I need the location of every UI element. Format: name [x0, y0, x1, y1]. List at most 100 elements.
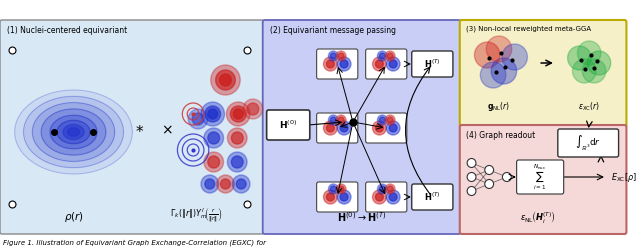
- Circle shape: [385, 184, 395, 194]
- Circle shape: [389, 124, 397, 132]
- Circle shape: [205, 106, 221, 122]
- Circle shape: [236, 179, 246, 189]
- FancyBboxPatch shape: [365, 113, 407, 143]
- FancyBboxPatch shape: [267, 110, 310, 140]
- Circle shape: [231, 132, 243, 144]
- FancyBboxPatch shape: [317, 113, 358, 143]
- Circle shape: [372, 121, 387, 135]
- Circle shape: [340, 124, 348, 132]
- Circle shape: [387, 117, 393, 123]
- Circle shape: [385, 115, 395, 125]
- Circle shape: [387, 186, 393, 192]
- Circle shape: [389, 193, 397, 201]
- FancyBboxPatch shape: [558, 129, 619, 157]
- Circle shape: [387, 190, 400, 204]
- Circle shape: [484, 180, 493, 188]
- Circle shape: [467, 172, 476, 182]
- FancyBboxPatch shape: [365, 182, 407, 212]
- Circle shape: [337, 190, 351, 204]
- Circle shape: [502, 172, 511, 182]
- FancyBboxPatch shape: [460, 20, 627, 127]
- Circle shape: [217, 175, 234, 193]
- Circle shape: [338, 53, 344, 59]
- Circle shape: [227, 152, 247, 172]
- Polygon shape: [57, 120, 90, 144]
- Circle shape: [378, 115, 387, 125]
- Circle shape: [328, 115, 338, 125]
- Polygon shape: [33, 102, 115, 162]
- Circle shape: [376, 124, 383, 132]
- Circle shape: [380, 186, 385, 192]
- Circle shape: [337, 57, 351, 71]
- Circle shape: [338, 186, 344, 192]
- Text: (4) Graph readout: (4) Graph readout: [466, 131, 535, 140]
- Text: $E_\mathrm{XC}[\rho]$: $E_\mathrm{XC}[\rho]$: [611, 170, 637, 183]
- Circle shape: [336, 184, 346, 194]
- Circle shape: [208, 132, 220, 144]
- Circle shape: [380, 53, 385, 59]
- Text: (3) Non-local reweighted meta-GGA: (3) Non-local reweighted meta-GGA: [466, 26, 591, 32]
- Text: $\mathbf{H}^{(T)}$: $\mathbf{H}^{(T)}$: [424, 58, 441, 70]
- Circle shape: [387, 57, 400, 71]
- Circle shape: [330, 186, 336, 192]
- Circle shape: [326, 193, 334, 201]
- Circle shape: [330, 53, 336, 59]
- Circle shape: [326, 60, 334, 68]
- Text: $\mathbf{g}_\mathrm{NL}(r)$: $\mathbf{g}_\mathrm{NL}(r)$: [488, 100, 511, 113]
- Circle shape: [486, 36, 512, 62]
- Circle shape: [336, 51, 346, 61]
- Circle shape: [188, 109, 208, 129]
- Polygon shape: [50, 115, 97, 149]
- Circle shape: [491, 58, 516, 84]
- FancyBboxPatch shape: [317, 182, 358, 212]
- Circle shape: [204, 152, 223, 172]
- Text: (1) Nuclei-centered equivariant: (1) Nuclei-centered equivariant: [7, 26, 127, 35]
- Text: $\rho(r)$: $\rho(r)$: [63, 210, 84, 224]
- Circle shape: [467, 186, 476, 196]
- Circle shape: [387, 121, 400, 135]
- Text: (2) Equivariant message passing: (2) Equivariant message passing: [269, 26, 396, 35]
- Circle shape: [376, 60, 383, 68]
- Circle shape: [208, 156, 220, 168]
- Circle shape: [227, 128, 247, 148]
- Text: Figure 1. Illustration of Equivariant Graph Exchange-Correlation (EGXC) for: Figure 1. Illustration of Equivariant Gr…: [3, 240, 266, 246]
- Circle shape: [328, 184, 338, 194]
- Circle shape: [338, 117, 344, 123]
- Polygon shape: [63, 124, 84, 140]
- Circle shape: [481, 62, 506, 88]
- Polygon shape: [24, 96, 124, 168]
- Polygon shape: [68, 128, 79, 136]
- Circle shape: [201, 175, 219, 193]
- Text: $\mathbf{H}^{(0)} \rightarrow \mathbf{H}^{(T)}$: $\mathbf{H}^{(0)} \rightarrow \mathbf{H}…: [337, 210, 387, 224]
- FancyBboxPatch shape: [412, 51, 453, 77]
- Text: $\mathbf{H}^{(T)}$: $\mathbf{H}^{(T)}$: [424, 191, 441, 203]
- Circle shape: [484, 166, 493, 174]
- FancyBboxPatch shape: [317, 49, 358, 79]
- Text: $\mathbf{H}^{(0)}$: $\mathbf{H}^{(0)}$: [279, 119, 297, 131]
- Circle shape: [328, 51, 338, 61]
- FancyBboxPatch shape: [412, 184, 453, 210]
- Circle shape: [387, 53, 393, 59]
- Circle shape: [336, 115, 346, 125]
- FancyBboxPatch shape: [460, 125, 627, 234]
- Circle shape: [208, 109, 218, 119]
- Circle shape: [204, 128, 223, 148]
- Circle shape: [378, 51, 387, 61]
- Circle shape: [502, 44, 527, 70]
- FancyBboxPatch shape: [0, 20, 264, 234]
- Circle shape: [326, 124, 334, 132]
- Circle shape: [220, 74, 231, 86]
- Circle shape: [389, 60, 397, 68]
- Circle shape: [227, 102, 250, 126]
- Polygon shape: [41, 109, 106, 155]
- Circle shape: [340, 60, 348, 68]
- Circle shape: [211, 65, 240, 95]
- Polygon shape: [15, 90, 132, 174]
- Circle shape: [201, 102, 225, 126]
- Circle shape: [340, 193, 348, 201]
- Circle shape: [467, 158, 476, 168]
- Circle shape: [568, 46, 591, 70]
- Text: $\epsilon_\mathrm{XC}(r)$: $\epsilon_\mathrm{XC}(r)$: [578, 100, 600, 113]
- Circle shape: [378, 184, 387, 194]
- Circle shape: [385, 51, 395, 61]
